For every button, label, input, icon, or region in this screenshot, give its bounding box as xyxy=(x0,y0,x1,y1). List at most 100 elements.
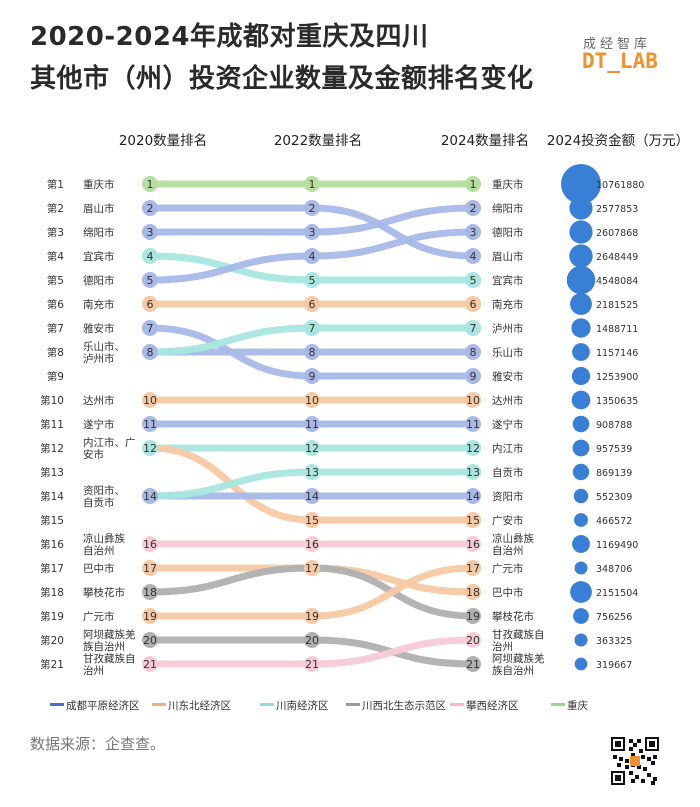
investment-bubble xyxy=(569,244,593,268)
left-city-label: 达州市 xyxy=(83,394,115,407)
right-city-label: 广安市 xyxy=(492,514,524,527)
rank-node xyxy=(142,320,158,336)
investment-bubble xyxy=(574,633,588,647)
rank-node xyxy=(142,224,158,240)
rank-label: 第3 xyxy=(47,226,64,239)
rank-node-label: 18 xyxy=(466,586,480,599)
investment-value-label: 466572 xyxy=(596,516,632,527)
rank-node xyxy=(304,416,320,432)
brand-logo-text: DT_LAB xyxy=(582,49,658,73)
rank-node-label: 17 xyxy=(143,562,157,575)
left-city-label: 雅安市 xyxy=(83,322,115,335)
rank-node xyxy=(142,656,158,672)
left-city-label: 自治州 xyxy=(83,544,115,557)
rank-node-label: 3 xyxy=(309,226,316,239)
rank-node xyxy=(465,584,481,600)
rank-node-label: 6 xyxy=(147,298,154,311)
rank-node xyxy=(304,632,320,648)
rank-node xyxy=(465,608,481,624)
rank-node-label: 11 xyxy=(466,418,480,431)
rank-node xyxy=(465,368,481,384)
rank-node-label: 16 xyxy=(466,538,480,551)
investment-bubble xyxy=(572,463,590,481)
rank-label: 第17 xyxy=(40,562,64,575)
left-city-label: 德阳市 xyxy=(83,274,115,287)
rank-node xyxy=(465,560,481,576)
right-city-label: 泸州市 xyxy=(492,322,524,335)
rank-node-label: 7 xyxy=(470,322,477,335)
rank-node xyxy=(465,344,481,360)
rank-node-label: 2 xyxy=(470,202,477,215)
rank-node-label: 18 xyxy=(143,586,157,599)
rank-node xyxy=(465,200,481,216)
rank-node-label: 12 xyxy=(305,442,319,455)
rank-node-label: 6 xyxy=(309,298,316,311)
rank-node-label: 1 xyxy=(147,178,154,191)
legend-swatch xyxy=(50,703,64,706)
left-city-label: 眉山市 xyxy=(83,202,115,215)
rank-label: 第6 xyxy=(47,298,64,311)
rank-node-label: 20 xyxy=(143,634,157,647)
right-city-label: 巴中市 xyxy=(492,586,524,599)
rank-label: 第11 xyxy=(40,418,64,431)
rank-node xyxy=(304,536,320,552)
left-city-label: 安市 xyxy=(83,448,104,461)
legend-label: 川西北生态示范区 xyxy=(362,699,446,712)
right-city-label: 达州市 xyxy=(492,394,524,407)
investment-value-label: 319667 xyxy=(596,660,632,671)
rank-node xyxy=(465,488,481,504)
rank-node-label: 2 xyxy=(309,202,316,215)
investment-value-label: 1488711 xyxy=(596,324,638,335)
left-city-label: 凉山彝族 xyxy=(83,532,125,545)
right-city-label: 族自治州 xyxy=(492,664,534,677)
right-city-label: 自贡市 xyxy=(492,466,524,479)
column-header: 2024数量排名 xyxy=(441,133,529,149)
rank-node-label: 4 xyxy=(147,250,154,263)
rank-node xyxy=(142,440,158,456)
rank-node-label: 4 xyxy=(309,250,316,263)
rank-node-label: 4 xyxy=(470,250,477,263)
left-city-label: 甘孜藏族自 xyxy=(83,652,136,665)
investment-value-label: 2181525 xyxy=(596,300,638,311)
rank-node xyxy=(142,176,158,192)
rank-node xyxy=(465,464,481,480)
rank-node-label: 7 xyxy=(147,322,154,335)
legend-swatch xyxy=(260,703,274,706)
rank-label: 第4 xyxy=(47,250,64,263)
investment-bubble xyxy=(570,293,592,315)
rank-node-label: 8 xyxy=(470,346,477,359)
rank-node-label: 16 xyxy=(305,538,319,551)
investment-value-label: 2577853 xyxy=(596,204,638,215)
right-city-label: 甘孜藏族自 xyxy=(492,628,545,641)
rank-node-label: 5 xyxy=(309,274,316,287)
rank-node xyxy=(304,224,320,240)
investment-bubble xyxy=(572,535,590,553)
rank-node-label: 13 xyxy=(466,466,480,479)
rank-node xyxy=(304,344,320,360)
investment-value-label: 869139 xyxy=(596,468,632,479)
rank-node xyxy=(465,248,481,264)
rank-node xyxy=(142,344,158,360)
investment-bubble xyxy=(569,220,593,244)
rank-node xyxy=(304,608,320,624)
investment-value-label: 2607868 xyxy=(596,228,638,239)
column-header: 2024投资金额（万元） xyxy=(547,133,689,149)
legend-label: 川南经济区 xyxy=(276,699,329,712)
investment-bubble xyxy=(573,488,589,504)
investment-value-label: 363325 xyxy=(596,636,632,647)
rank-node xyxy=(304,392,320,408)
investment-bubble xyxy=(574,513,588,527)
investment-bubble xyxy=(570,581,592,603)
rank-label: 第18 xyxy=(40,586,64,599)
rank-node-label: 9 xyxy=(470,370,477,383)
rank-label: 第14 xyxy=(40,490,64,503)
right-city-label: 德阳市 xyxy=(492,226,524,239)
rank-node-label: 21 xyxy=(305,658,319,671)
legend-label: 攀西经济区 xyxy=(466,699,519,712)
left-city-label: 内江市、广 xyxy=(83,436,136,449)
rank-label: 第12 xyxy=(40,442,64,455)
rank-node-label: 1 xyxy=(309,178,316,191)
rank-node xyxy=(465,392,481,408)
rank-node-label: 21 xyxy=(143,658,157,671)
